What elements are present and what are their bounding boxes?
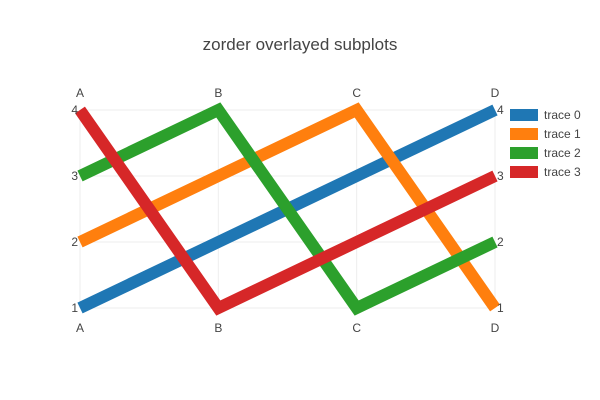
legend-label: trace 3: [544, 165, 581, 179]
series-line-2: [77, 102, 498, 316]
x-tick-label-top: A: [76, 86, 84, 100]
x-tick-label-top: B: [214, 86, 222, 100]
y-tick-label-left: 1: [71, 301, 78, 315]
axis-ticks: A A B B C C D D 1 1 2 2 3 3 4 4: [71, 86, 504, 335]
series-line-3: [75, 106, 498, 316]
x-tick-label-bottom: B: [214, 321, 222, 335]
x-tick-label-bottom: D: [491, 321, 500, 335]
legend-label: trace 0: [544, 108, 581, 122]
x-tick-label-bottom: C: [352, 321, 361, 335]
series-lines: [75, 102, 500, 316]
y-tick-label-right: 4: [497, 103, 504, 117]
chart-title: zorder overlayed subplots: [203, 35, 398, 54]
legend: trace 0 trace 1 trace 2 trace 3: [510, 108, 581, 179]
x-tick-label-top: C: [352, 86, 361, 100]
y-tick-label-left: 4: [71, 103, 78, 117]
y-tick-label-left: 3: [71, 169, 78, 183]
x-tick-label-top: D: [491, 86, 500, 100]
y-tick-label-left: 2: [71, 235, 78, 249]
y-tick-label-right: 2: [497, 235, 504, 249]
grid: [79, 109, 496, 309]
y-tick-label-right: 1: [497, 301, 504, 315]
legend-label: trace 2: [544, 146, 581, 160]
legend-label: trace 1: [544, 127, 581, 141]
y-tick-label-right: 3: [497, 169, 504, 183]
x-tick-label-bottom: A: [76, 321, 84, 335]
